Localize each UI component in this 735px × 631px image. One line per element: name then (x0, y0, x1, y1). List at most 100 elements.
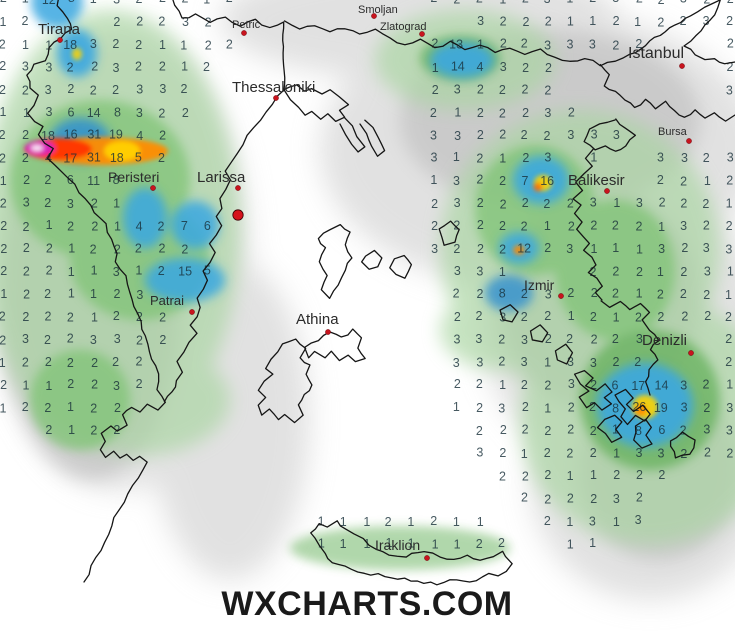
svg-text:3: 3 (703, 241, 710, 255)
svg-text:3: 3 (636, 196, 643, 210)
svg-text:1: 1 (91, 264, 98, 278)
svg-text:1: 1 (590, 151, 597, 165)
svg-text:2: 2 (476, 377, 483, 391)
svg-text:1: 1 (499, 0, 506, 6)
svg-text:2: 2 (0, 333, 6, 347)
svg-text:1: 1 (704, 174, 711, 188)
svg-text:3: 3 (431, 242, 438, 256)
svg-text:2: 2 (659, 195, 666, 209)
svg-text:3: 3 (90, 333, 97, 347)
svg-text:2: 2 (591, 333, 598, 347)
svg-text:7: 7 (181, 219, 188, 233)
svg-text:3: 3 (22, 332, 29, 346)
svg-text:2: 2 (522, 400, 529, 414)
svg-text:1: 1 (612, 241, 619, 255)
svg-text:2: 2 (113, 15, 120, 29)
svg-text:2: 2 (477, 218, 484, 232)
svg-text:3: 3 (453, 174, 460, 188)
svg-text:2: 2 (0, 83, 6, 97)
svg-text:14: 14 (451, 60, 465, 74)
svg-text:3: 3 (612, 0, 619, 5)
svg-text:3: 3 (113, 61, 120, 75)
svg-text:2: 2 (91, 59, 98, 73)
svg-text:2: 2 (0, 152, 6, 166)
svg-text:2: 2 (44, 401, 51, 415)
svg-text:2: 2 (22, 14, 29, 28)
svg-text:3: 3 (23, 196, 30, 210)
svg-text:2: 2 (568, 220, 575, 234)
svg-text:2: 2 (522, 0, 529, 5)
svg-text:3: 3 (454, 333, 461, 347)
svg-text:2: 2 (522, 83, 529, 97)
svg-text:2: 2 (113, 309, 120, 323)
svg-text:1: 1 (727, 265, 734, 279)
svg-text:2: 2 (500, 423, 507, 437)
svg-text:2: 2 (45, 355, 52, 369)
svg-text:2: 2 (432, 83, 439, 97)
svg-text:1: 1 (726, 197, 733, 211)
svg-text:5: 5 (135, 150, 142, 164)
svg-text:2: 2 (22, 151, 29, 165)
svg-text:2: 2 (726, 219, 733, 233)
svg-text:15: 15 (178, 264, 192, 278)
svg-text:12: 12 (517, 241, 531, 255)
svg-text:2: 2 (545, 61, 552, 75)
svg-text:2: 2 (658, 468, 665, 482)
svg-text:1: 1 (453, 150, 460, 164)
svg-text:2: 2 (44, 287, 51, 301)
svg-text:2: 2 (23, 241, 30, 255)
svg-text:2: 2 (727, 37, 734, 51)
svg-text:2: 2 (67, 377, 74, 391)
svg-text:1: 1 (46, 218, 53, 232)
svg-text:2: 2 (612, 332, 619, 346)
svg-text:2: 2 (703, 378, 710, 392)
svg-text:2: 2 (680, 447, 687, 461)
svg-text:3: 3 (726, 84, 733, 98)
svg-text:2: 2 (158, 106, 165, 120)
svg-text:2: 2 (67, 82, 74, 96)
svg-text:1: 1 (613, 515, 620, 529)
svg-text:2: 2 (498, 332, 505, 346)
svg-text:19: 19 (654, 401, 668, 415)
svg-text:2: 2 (567, 492, 574, 506)
svg-text:2: 2 (477, 242, 484, 256)
svg-text:2: 2 (544, 468, 551, 482)
svg-text:3: 3 (544, 151, 551, 165)
svg-text:1: 1 (477, 38, 484, 52)
svg-text:2: 2 (522, 106, 529, 120)
svg-text:2: 2 (499, 174, 506, 188)
svg-text:1: 1 (636, 242, 643, 256)
svg-text:3: 3 (136, 82, 143, 96)
svg-text:1: 1 (544, 219, 551, 233)
svg-text:1: 1 (499, 265, 506, 279)
svg-text:2: 2 (90, 401, 97, 415)
svg-text:1: 1 (0, 356, 6, 370)
svg-text:2: 2 (431, 197, 438, 211)
svg-text:3: 3 (477, 14, 484, 28)
svg-text:2: 2 (476, 151, 483, 165)
svg-text:2: 2 (45, 310, 52, 324)
svg-text:Iraklion: Iraklion (375, 537, 420, 553)
svg-text:1: 1 (430, 173, 437, 187)
svg-text:1: 1 (454, 538, 461, 552)
svg-text:1: 1 (68, 423, 75, 437)
svg-text:2: 2 (636, 468, 643, 482)
svg-text:1: 1 (613, 447, 620, 461)
svg-text:7: 7 (522, 174, 529, 188)
svg-text:8: 8 (68, 0, 75, 5)
svg-text:6: 6 (612, 379, 619, 393)
svg-text:2: 2 (500, 15, 507, 29)
svg-text:3: 3 (114, 332, 121, 346)
svg-text:3: 3 (454, 196, 461, 210)
svg-text:2: 2 (112, 355, 119, 369)
svg-text:2: 2 (635, 310, 642, 324)
svg-text:2: 2 (590, 446, 597, 460)
svg-text:2: 2 (158, 15, 165, 29)
svg-text:2: 2 (159, 0, 166, 5)
svg-text:2: 2 (159, 60, 166, 74)
svg-text:1: 1 (725, 288, 732, 302)
svg-text:31: 31 (87, 150, 101, 164)
svg-text:2: 2 (636, 0, 643, 6)
svg-text:2: 2 (22, 128, 29, 142)
svg-text:1: 1 (589, 536, 596, 550)
